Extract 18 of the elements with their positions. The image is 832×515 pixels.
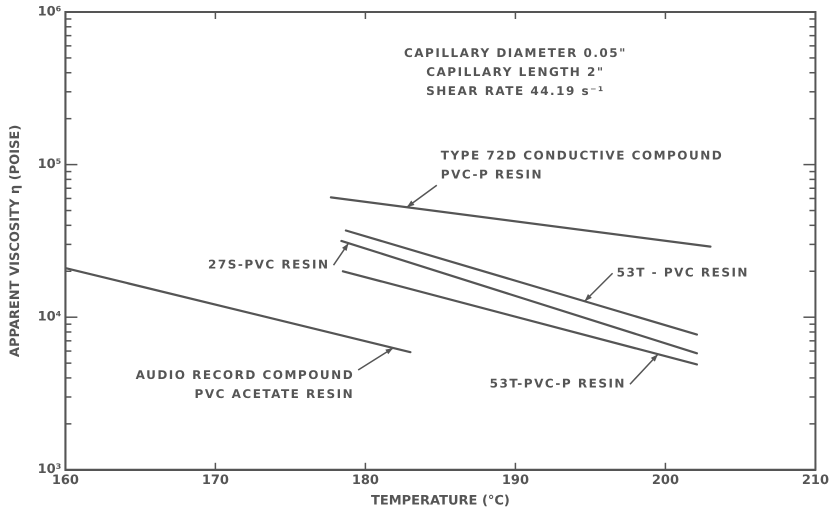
y-tick-label: 10⁵	[38, 156, 62, 172]
text: TYPE 72D CONDUCTIVE COMPOUND PVC-P RESIN	[440, 148, 724, 182]
x-tick-label: 170	[202, 472, 229, 488]
x-tick-label: 180	[352, 472, 379, 488]
x-tick-label: 210	[802, 472, 829, 488]
y-tick-label: 10⁴	[38, 310, 62, 325]
y-axis-title: APPARENT VISCOSITY η (POISE)	[8, 124, 24, 358]
text: 53T - PVC RESIN	[616, 265, 749, 280]
y-tick-label: 10⁶	[38, 4, 62, 20]
annotation: CAPILLARY LENGTH 2"	[426, 65, 605, 80]
x-tick-label: 190	[502, 472, 529, 488]
x-axis-title: TEMPERATURE (°C)	[370, 494, 510, 509]
text: AUDIO RECORD COMPOUND PVC ACETATE RESIN	[136, 368, 354, 402]
text: 53T-PVC-P RESIN	[490, 376, 626, 390]
x-tick-label: 200	[652, 472, 679, 488]
annotation: CAPILLARY DIAMETER 0.05"	[404, 46, 627, 60]
annotation: SHEAR RATE 44.19 s⁻¹	[426, 84, 605, 98]
series-label: 27S-PVC RESIN	[208, 257, 330, 272]
